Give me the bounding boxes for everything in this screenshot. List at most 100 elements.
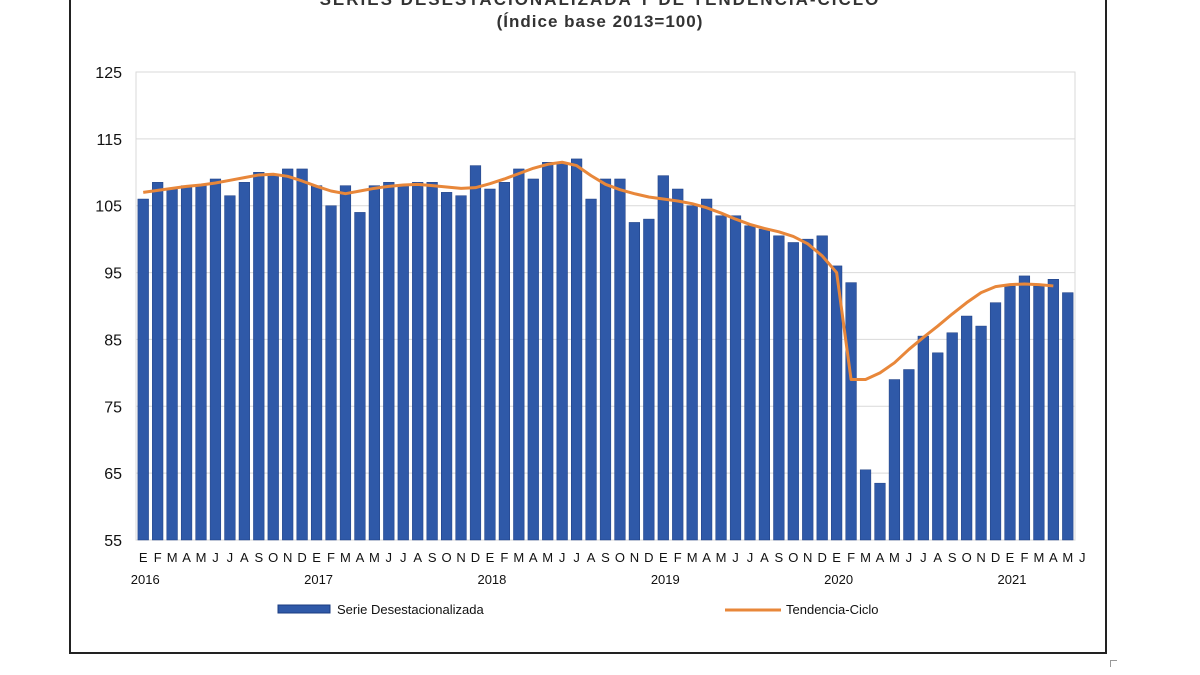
bar <box>1018 275 1031 541</box>
month-tick-label: A <box>182 550 191 565</box>
month-tick-label: J <box>573 550 580 565</box>
y-tick-label: 55 <box>104 533 122 550</box>
legend: Serie Desestacionalizada Tendencia-Ciclo <box>277 602 879 617</box>
y-axis: 55 65 75 85 95 105 115 125 <box>95 65 122 550</box>
month-tick-label: E <box>832 550 841 565</box>
year-tick-label: 2016 <box>131 572 160 587</box>
month-tick-label: J <box>227 550 234 565</box>
bar <box>224 195 236 541</box>
month-tick-label: A <box>760 550 769 565</box>
bar <box>1004 285 1016 541</box>
bar <box>513 168 525 541</box>
bar <box>903 369 915 541</box>
bar <box>946 332 958 541</box>
bar <box>715 215 727 541</box>
month-tick-label: S <box>775 550 784 565</box>
bar <box>267 175 279 541</box>
bar <box>137 198 149 541</box>
bar <box>571 158 583 541</box>
bar <box>961 315 973 541</box>
y-tick-label: 85 <box>104 332 122 349</box>
legend-line-label: Tendencia-Ciclo <box>786 602 879 617</box>
bar <box>455 195 467 541</box>
month-tick-label: J <box>559 550 566 565</box>
month-tick-label: E <box>312 550 321 565</box>
legend-bar-label: Serie Desestacionalizada <box>337 602 484 617</box>
month-tick-label: M <box>1062 550 1073 565</box>
month-tick-label: E <box>659 550 668 565</box>
month-tick-label: F <box>1020 550 1028 565</box>
chart-title: SERIES DESESTACIONALIZADA Y DE TENDENCIA… <box>0 0 1200 10</box>
bar <box>484 188 496 541</box>
bar <box>816 235 828 541</box>
bar <box>701 198 713 541</box>
year-tick-label: 2021 <box>998 572 1027 587</box>
month-tick-label: S <box>428 550 437 565</box>
month-tick-label: F <box>500 550 508 565</box>
month-tick-label: A <box>702 550 711 565</box>
bar <box>397 185 409 541</box>
year-tick-label: 2019 <box>651 572 680 587</box>
chart-frame <box>69 0 1107 654</box>
bar <box>1033 285 1045 541</box>
bar <box>498 182 510 541</box>
bar <box>152 182 164 541</box>
month-tick-label: J <box>747 550 754 565</box>
month-tick-label: D <box>644 550 653 565</box>
year-tick-label: 2020 <box>824 572 853 587</box>
month-tick-label: E <box>139 550 148 565</box>
month-tick-label: F <box>847 550 855 565</box>
month-tick-label: F <box>154 550 162 565</box>
month-tick-label: A <box>933 550 942 565</box>
month-tick-label: M <box>167 550 178 565</box>
bar <box>917 335 929 541</box>
month-tick-label: A <box>240 550 249 565</box>
y-tick-label: 65 <box>104 466 122 483</box>
bar <box>787 242 799 541</box>
bar <box>238 182 250 541</box>
bar <box>845 282 857 541</box>
y-tick-label: 95 <box>104 266 122 283</box>
bar <box>888 379 901 541</box>
bar <box>354 212 366 541</box>
bar <box>874 482 886 541</box>
bar <box>209 178 222 541</box>
month-tick-label: F <box>327 550 335 565</box>
month-tick-label: J <box>400 550 407 565</box>
month-tick-label: D <box>817 550 826 565</box>
bar <box>672 188 684 541</box>
bar <box>686 205 698 541</box>
month-tick-label: M <box>687 550 698 565</box>
y-tick-label: 75 <box>104 399 122 416</box>
month-tick-label: M <box>542 550 553 565</box>
month-tick-label: E <box>1006 550 1015 565</box>
month-tick-label: O <box>268 550 278 565</box>
bar <box>599 178 612 541</box>
bar <box>657 175 669 541</box>
bar <box>296 168 308 541</box>
year-tick-label: 2018 <box>477 572 506 587</box>
month-tick-label: A <box>529 550 538 565</box>
month-tick-label: F <box>674 550 682 565</box>
bar <box>744 225 756 541</box>
bar <box>729 215 742 541</box>
bar <box>628 222 640 541</box>
trend-line <box>143 160 1054 382</box>
month-tick-label: J <box>212 550 219 565</box>
month-tick-label: O <box>788 550 798 565</box>
bar <box>441 192 453 541</box>
month-tick-label: A <box>1049 550 1058 565</box>
year-tick-label: 2017 <box>304 572 333 587</box>
month-tick-label: N <box>976 550 985 565</box>
bar <box>989 302 1002 541</box>
bar <box>585 198 597 541</box>
month-tick-label: N <box>456 550 465 565</box>
bar <box>166 188 178 541</box>
trend-series <box>143 160 1054 382</box>
bar <box>282 168 294 541</box>
bar <box>469 165 482 541</box>
month-tick-label: M <box>860 550 871 565</box>
month-tick-label: A <box>876 550 885 565</box>
